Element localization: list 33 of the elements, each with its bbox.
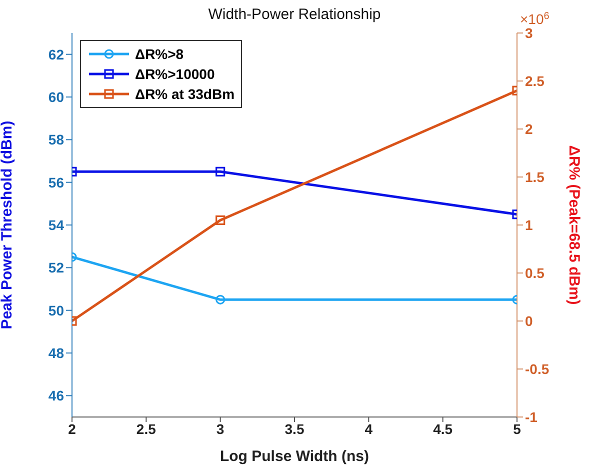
text: ×10$^{6}$ xyxy=(520,10,550,27)
y-tick-label: 50 xyxy=(48,302,64,318)
y2-tick-label: 1.5 xyxy=(525,168,545,185)
y-tick-label: 60 xyxy=(48,88,64,105)
y-tick-label: 52 xyxy=(48,260,64,276)
x-tick-label: 2.5 xyxy=(136,420,156,437)
x-tick-label: 4 xyxy=(364,420,373,437)
y-tick-label: 62 xyxy=(48,46,64,62)
legend-label: ΔR%>8 xyxy=(135,46,184,62)
x-tick-label: 2 xyxy=(68,420,76,437)
y2-tick-label: 1 xyxy=(525,216,533,233)
y2-tick-label: 2 xyxy=(525,120,533,137)
x-tick-label: 4.5 xyxy=(433,420,453,437)
y2-tick-label: -0.5 xyxy=(525,360,550,377)
y-tick-label: 56 xyxy=(48,174,64,190)
y-tick-label: 58 xyxy=(48,132,64,148)
legend-label: ΔR%>10000 xyxy=(135,66,215,82)
y-tick-label: 54 xyxy=(48,216,64,233)
y-tick-label: 46 xyxy=(48,388,64,404)
y2-tick-label: 0.5 xyxy=(525,264,545,281)
x-tick-label: 3.5 xyxy=(284,420,304,437)
y2-axis-title: ΔR% (Peak=68.5 dBm) xyxy=(566,145,583,305)
legend-label: ΔR% at 33dBm xyxy=(135,86,235,102)
x-tick-label: 5 xyxy=(513,420,522,437)
x-tick-label: 3 xyxy=(216,420,224,437)
y2-tick-label: 3 xyxy=(525,24,533,41)
y2-tick-label: 2.5 xyxy=(525,72,545,89)
chart-title: Width-Power Relationship xyxy=(207,6,382,23)
y-axis-title: Peak Power Threshold (dBm) xyxy=(0,120,16,330)
y2-tick-label: -1 xyxy=(525,408,538,425)
y2-tick-label: 0 xyxy=(525,312,533,329)
x-axis-title: Log Pulse Width (ns) xyxy=(220,448,370,465)
y-tick-label: 48 xyxy=(48,344,64,361)
